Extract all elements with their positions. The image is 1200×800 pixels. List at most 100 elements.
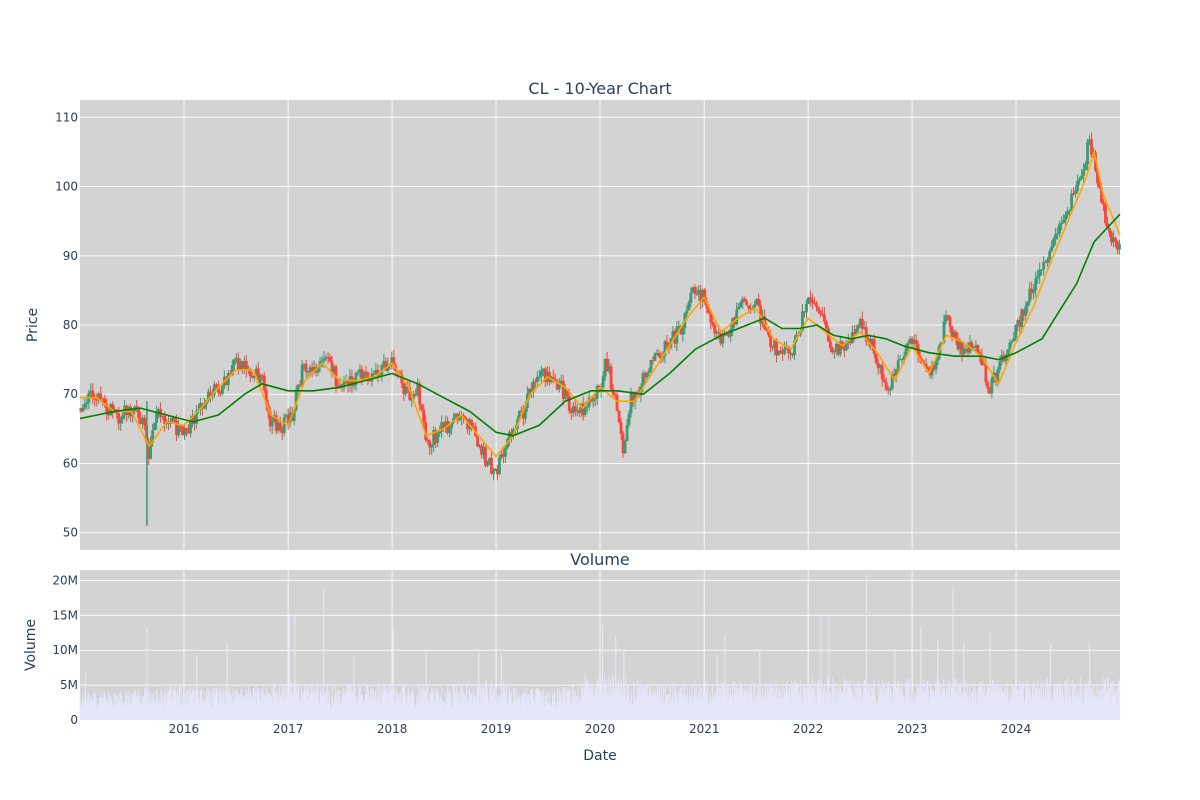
price-candle-up (777, 350, 780, 356)
price-candle-up (687, 302, 691, 311)
price-y-tick-label: 100 (55, 180, 78, 194)
price-candle-up (964, 348, 968, 350)
price-candle-down (480, 445, 483, 455)
price-y-tick-label: 50 (63, 526, 78, 540)
price-candle-up (645, 372, 649, 378)
price-candle-down (310, 367, 314, 371)
price-y-tick-label: 90 (63, 249, 78, 263)
price-candle-up (854, 328, 858, 335)
price-candle-up (85, 402, 89, 405)
price-candle-down (346, 380, 350, 386)
price-candle-down (240, 361, 244, 369)
price-candle-up (352, 385, 356, 387)
price-candle-up (832, 350, 836, 353)
price-candle-up (89, 390, 93, 394)
price-candle-down (95, 399, 99, 401)
price-chart-title: CL - 10-Year Chart (528, 79, 671, 98)
price-candle-down (268, 411, 272, 427)
price-candle-down (91, 390, 95, 399)
price-candle-up (773, 339, 776, 349)
price-candle-down (360, 369, 364, 380)
price-candle-up (936, 353, 940, 361)
price-candle-down (749, 308, 753, 310)
price-candle-up (783, 348, 786, 354)
price-candle-up (332, 366, 336, 374)
price-candle-up (737, 306, 741, 310)
price-candle-down (250, 375, 254, 378)
price-candle-up (232, 359, 236, 365)
price-candle-up (183, 428, 186, 436)
price-candle-down (209, 391, 212, 397)
price-candle-up (1080, 175, 1083, 179)
price-candle-up (234, 357, 238, 360)
price-candle-down (779, 350, 782, 353)
price-candle-down (868, 338, 872, 348)
price-candle-up (1068, 210, 1071, 212)
price-candle-up (272, 415, 276, 422)
price-ma-short-line (80, 151, 1121, 458)
price-candle-down (988, 388, 992, 394)
price-candle-up (1084, 164, 1087, 170)
price-candle-down (719, 333, 723, 344)
price-candle-up (1066, 211, 1070, 215)
price-candle-up (1088, 139, 1091, 143)
volume-y-tick-labels: 0 5M 10M 15M 20M (52, 573, 78, 727)
price-candle-down (605, 358, 609, 372)
price-candle-down (476, 436, 479, 447)
price-candle-up (944, 315, 948, 322)
price-candle-down (193, 416, 196, 424)
price-candle-up (793, 340, 796, 356)
price-candle-up (607, 366, 611, 372)
price-candle-down (960, 341, 964, 355)
price-candle-up (591, 398, 595, 402)
price-candle-down (181, 426, 184, 436)
price-candle-up (316, 366, 320, 373)
price-candle-down (932, 365, 936, 370)
price-candle-down (787, 346, 790, 354)
price-candle-down (886, 389, 890, 391)
price-candle-up (870, 339, 874, 348)
price-candle-down (464, 417, 467, 419)
volume-panel[interactable]: 0 5M 10M 15M 20M (52, 570, 1121, 727)
price-candle-up (1050, 246, 1054, 252)
price-candle-up (1082, 169, 1085, 176)
price-candle-down (679, 326, 683, 335)
price-candle-up (141, 417, 145, 424)
price-candle-up (649, 359, 653, 371)
price-candle-up (894, 369, 898, 376)
price-candle-down (1100, 187, 1103, 203)
price-candle-down (707, 308, 711, 313)
price-candle-down (767, 330, 770, 336)
price-candle-up (252, 375, 256, 378)
price-candle-up (416, 383, 420, 396)
price-candle-down (426, 439, 430, 441)
price-panel[interactable]: 50 60 70 80 90 100 110 (55, 100, 1121, 550)
price-candle-up (856, 325, 860, 329)
price-candle-up (691, 287, 695, 294)
price-candle-up (641, 373, 645, 387)
price-candle-up (149, 442, 153, 459)
price-candle-down (543, 368, 547, 382)
price-candle-up (930, 365, 934, 376)
price-candle-up (1038, 269, 1042, 277)
price-candle-down (428, 440, 432, 448)
price-candle-down (1072, 193, 1075, 195)
price-candle-up (358, 369, 362, 373)
price-candle-down (946, 315, 950, 317)
price-candle-down (414, 394, 418, 396)
price-candle-up (478, 445, 481, 447)
price-candle-down (771, 346, 774, 349)
price-candle-down (278, 422, 282, 430)
price-candle-up (230, 364, 234, 376)
price-candle-down (224, 376, 228, 386)
price-candle-down (880, 365, 884, 380)
price-candle-down (823, 314, 826, 322)
price-candle-up (191, 416, 194, 422)
price-candle-down (364, 371, 368, 373)
x-tick-label: 2017 (273, 722, 304, 736)
price-candle-up (482, 447, 485, 455)
price-candle-down (280, 429, 284, 434)
price-candle-down (976, 345, 980, 353)
price-candle-down (948, 316, 952, 327)
price-candle-up (1060, 222, 1064, 224)
